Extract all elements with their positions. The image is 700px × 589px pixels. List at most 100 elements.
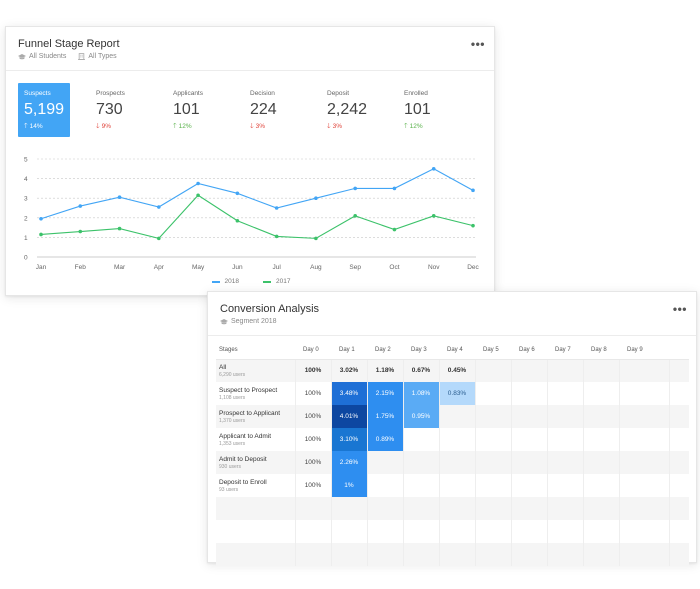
stage-name: All xyxy=(219,363,227,371)
filter-all-students[interactable]: All Students xyxy=(18,53,66,60)
spacer-cell xyxy=(669,497,689,520)
table-row[interactable]: Admit to Deposit 930 users 100% 2.26% xyxy=(216,451,689,474)
data-point-2017 xyxy=(39,232,43,237)
data-point-2018 xyxy=(471,188,475,193)
table-row[interactable]: Deposit to Enroll 93 users 100% 1% xyxy=(216,474,689,497)
conversion-cell-day-5 xyxy=(475,428,512,451)
arrow-up-icon: 🡑 xyxy=(404,123,408,130)
conversion-cell-day-1: 4.01% xyxy=(331,405,368,428)
column-header-day-5: Day 5 xyxy=(475,341,511,360)
spacer-cell xyxy=(669,474,689,497)
conversion-cell-day-6 xyxy=(511,428,548,451)
conversion-cell-day-5 xyxy=(475,382,512,405)
legend-swatch-2017 xyxy=(263,280,271,283)
conversion-cell-day-9 xyxy=(619,474,670,497)
column-header-spacer xyxy=(669,341,689,360)
stat-prospects-change: 🡓 9% xyxy=(96,123,111,130)
table-row[interactable]: Applicant to Admit 1,353 users 100% 3.10% 0.… xyxy=(216,428,689,451)
table-row xyxy=(216,497,689,520)
conversion-cell-day-3 xyxy=(403,543,440,566)
conversion-cell-day-0 xyxy=(295,497,332,520)
conversion-cell-day-0 xyxy=(295,543,332,566)
stat-deposit-change: 🡓 3% xyxy=(327,123,342,130)
stat-prospects-label: Prospects xyxy=(96,90,125,97)
x-tick-label: Mar xyxy=(114,264,126,271)
stat-suspects[interactable]: Suspects 5,199 🡑 14% xyxy=(18,83,70,137)
filter-all-types[interactable]: All Types xyxy=(78,53,117,60)
column-header-stages: Stages xyxy=(216,341,295,360)
conversion-cell-day-4 xyxy=(439,451,476,474)
conversion-cell-day-4 xyxy=(439,474,476,497)
stat-decision[interactable]: Decision 224 🡓 3% xyxy=(244,83,296,137)
stat-suspects-label: Suspects xyxy=(24,90,51,97)
funnel-header-divider xyxy=(6,70,494,71)
data-point-2018 xyxy=(431,167,436,171)
y-tick-label: 2 xyxy=(24,215,28,222)
conversion-cell-day-1 xyxy=(331,543,368,566)
stat-applicants[interactable]: Applicants 101 🡑 12% xyxy=(167,83,219,137)
conversion-more-options-icon[interactable]: ••• xyxy=(672,302,687,316)
conversion-cell-day-3 xyxy=(403,497,440,520)
conversion-cell-day-8 xyxy=(583,405,620,428)
stage-cell: Applicant to Admit 1,353 users xyxy=(216,428,296,451)
conversion-cell-day-4: 0.83% xyxy=(439,382,476,405)
building-icon xyxy=(78,53,86,60)
stat-deposit[interactable]: Deposit 2,242 🡓 3% xyxy=(321,83,381,137)
conversion-segment[interactable]: Segment 2018 xyxy=(220,318,277,325)
stage-users: 930 users xyxy=(219,463,241,470)
stat-enrolled[interactable]: Enrolled 101 🡑 12% xyxy=(398,83,450,137)
legend-label-2017: 2017 xyxy=(276,278,291,285)
conversion-cell-day-6 xyxy=(511,451,548,474)
conversion-cell-day-2 xyxy=(367,451,404,474)
stat-deposit-label: Deposit xyxy=(327,90,350,97)
chart-legend: 2018 2017 xyxy=(6,278,496,285)
data-point-2018 xyxy=(39,216,43,221)
stat-suspects-change: 🡑 14% xyxy=(24,123,43,130)
x-tick-label: Aug xyxy=(310,264,322,271)
data-point-2018 xyxy=(392,186,397,191)
stage-cell: Prospect to Applicant 1,370 users xyxy=(216,405,296,428)
arrow-up-icon: 🡑 xyxy=(173,123,177,130)
legend-item-2018[interactable]: 2018 xyxy=(211,278,239,285)
stage-name: Admit to Deposit xyxy=(219,455,267,463)
stat-deposit-change-value: 3% xyxy=(332,123,343,130)
conversion-cell-day-8 xyxy=(583,382,620,405)
data-point-2017 xyxy=(78,229,83,234)
data-point-2018 xyxy=(117,195,122,200)
conversion-cell-day-9 xyxy=(619,543,670,566)
stage-cell xyxy=(216,497,296,520)
stat-prospects[interactable]: Prospects 730 🡓 9% xyxy=(90,83,142,137)
spacer-cell xyxy=(669,428,689,451)
table-row[interactable]: All 6,290 users 100% 3.02% 1.18% 0.67% 0.45% xyxy=(216,359,689,382)
stat-applicants-change: 🡑 12% xyxy=(173,123,192,130)
conversion-header-divider xyxy=(208,335,696,336)
funnel-more-options-icon[interactable]: ••• xyxy=(470,37,485,51)
stat-suspects-value: 5,199 xyxy=(24,101,65,118)
column-header-day-0: Day 0 xyxy=(295,341,331,360)
segment-filter[interactable]: Segment 2018 xyxy=(220,318,277,325)
conversion-cell-day-6 xyxy=(511,405,548,428)
conversion-cell-day-7 xyxy=(547,520,584,543)
data-point-2017 xyxy=(274,234,279,239)
x-tick-label: May xyxy=(192,264,205,271)
conversion-cell-day-2 xyxy=(367,520,404,543)
conversion-cell-day-5 xyxy=(475,520,512,543)
column-header-day-2: Day 2 xyxy=(367,341,403,360)
conversion-cell-day-9 xyxy=(619,497,670,520)
data-point-2017 xyxy=(117,226,122,231)
arrow-down-icon: 🡓 xyxy=(96,123,100,130)
conversion-cell-day-7 xyxy=(547,451,584,474)
legend-item-2017[interactable]: 2017 xyxy=(263,278,290,285)
x-tick-label: Nov xyxy=(428,264,440,271)
data-point-2017 xyxy=(471,223,475,228)
conversion-cell-day-8 xyxy=(583,359,620,382)
table-row[interactable]: Suspect to Prospect 1,108 users 100% 3.48% 2… xyxy=(216,382,689,405)
stat-decision-change: 🡓 3% xyxy=(250,123,265,130)
table-row[interactable]: Prospect to Applicant 1,370 users 100% 4.01… xyxy=(216,405,689,428)
conversion-cell-day-3 xyxy=(403,451,440,474)
conversion-cell-day-2: 2.15% xyxy=(367,382,404,405)
segment-label: Segment 2018 xyxy=(231,318,277,325)
stage-name: Suspect to Prospect xyxy=(219,386,278,394)
data-point-2018 xyxy=(353,186,357,191)
series-line-2018 xyxy=(40,168,474,220)
